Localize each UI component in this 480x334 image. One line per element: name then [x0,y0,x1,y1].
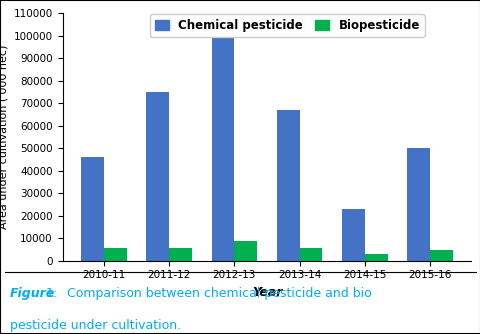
Bar [406,148,429,261]
Text: Figure: Figure [10,287,55,300]
Legend: Chemical pesticide, Biopesticide: Chemical pesticide, Biopesticide [150,14,424,37]
Bar [299,248,322,261]
Bar [104,248,127,261]
Y-axis label: Area under cultivation ('000 hec): Area under cultivation ('000 hec) [0,45,8,229]
Text: pesticide under cultivation.: pesticide under cultivation. [10,319,180,332]
Bar [146,92,169,261]
Bar [81,157,104,261]
X-axis label: Year: Year [251,286,282,299]
Text: Comparison between chemical pesticide and bio: Comparison between chemical pesticide an… [62,287,371,300]
Bar [364,254,387,261]
Bar [234,241,257,261]
Bar [341,209,364,261]
Bar [211,36,234,261]
Bar [276,110,299,261]
Text: 1:: 1: [46,287,58,300]
Bar [169,248,192,261]
Bar [429,250,452,261]
